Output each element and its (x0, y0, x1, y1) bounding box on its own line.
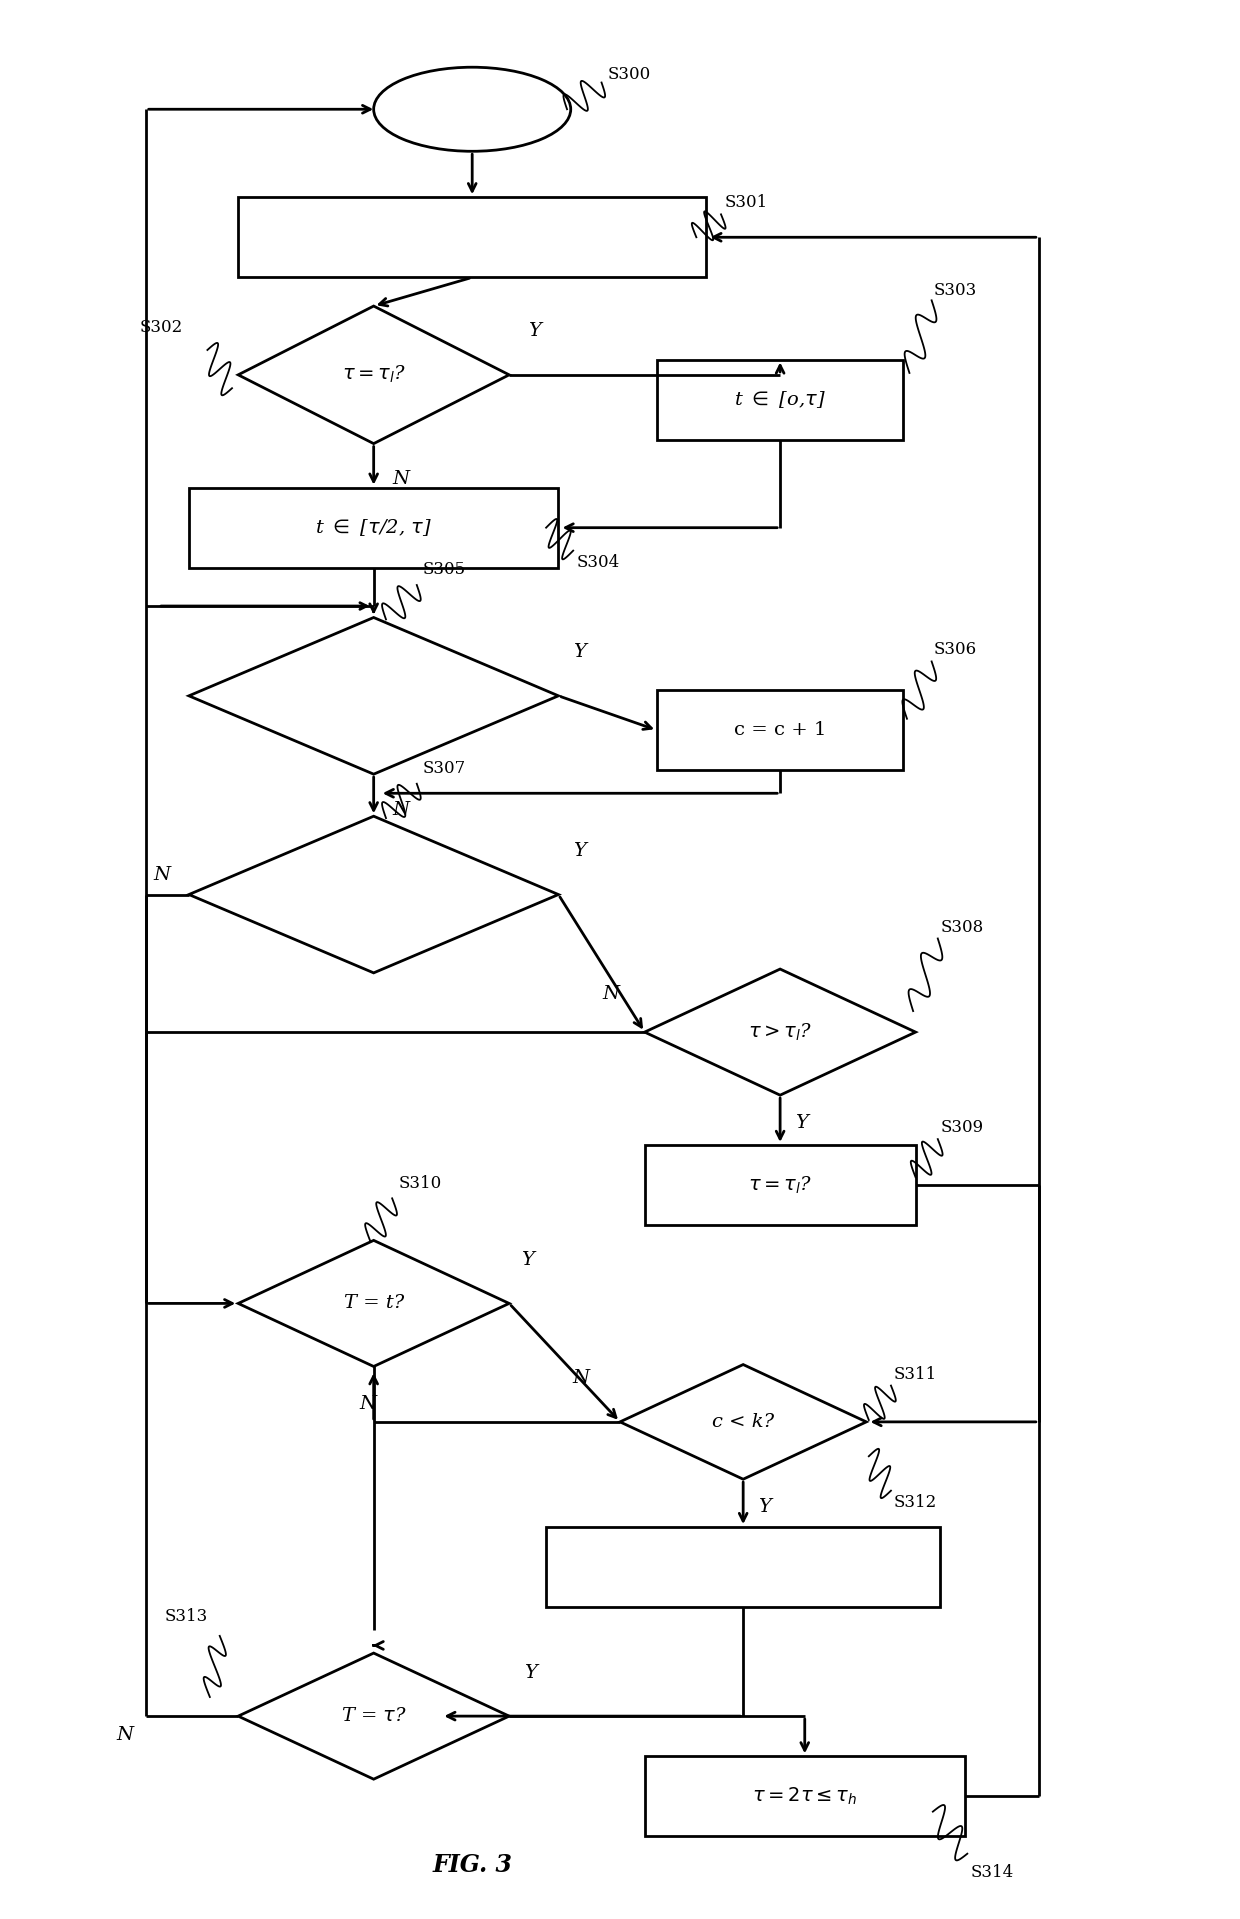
Text: Y: Y (522, 1251, 534, 1268)
Text: c = c + 1: c = c + 1 (734, 722, 826, 739)
Text: Y: Y (758, 1499, 771, 1516)
Text: S306: S306 (934, 641, 977, 658)
Text: N: N (603, 986, 620, 1004)
Text: N: N (358, 1395, 376, 1412)
Text: S313: S313 (164, 1608, 207, 1625)
Text: S304: S304 (577, 553, 620, 570)
Text: S309: S309 (940, 1119, 983, 1136)
Text: S303: S303 (934, 282, 977, 299)
Text: FIG. 3: FIG. 3 (433, 1854, 512, 1877)
Text: Y: Y (573, 842, 587, 860)
Text: $\tau = 2\tau \leq \tau_h$: $\tau = 2\tau \leq \tau_h$ (753, 1787, 857, 1808)
Text: N: N (572, 1370, 589, 1387)
Text: S312: S312 (894, 1493, 936, 1510)
Text: S307: S307 (423, 760, 466, 777)
Text: $\tau > \tau_l$?: $\tau > \tau_l$? (748, 1021, 812, 1042)
Text: S310: S310 (398, 1174, 441, 1192)
Text: Y: Y (525, 1664, 537, 1681)
Text: Y: Y (795, 1115, 807, 1132)
Text: N: N (154, 867, 170, 885)
Text: Y: Y (528, 322, 541, 340)
Text: t $\in$ [o,$\tau$]: t $\in$ [o,$\tau$] (734, 390, 826, 411)
Text: t $\in$ [$\tau$/2, $\tau$]: t $\in$ [$\tau$/2, $\tau$] (315, 518, 432, 537)
Text: Y: Y (573, 643, 587, 662)
Text: N: N (392, 800, 409, 819)
Text: $\tau = \tau_l$?: $\tau = \tau_l$? (341, 365, 405, 386)
Text: $\tau = \tau_l$?: $\tau = \tau_l$? (748, 1174, 812, 1196)
Text: S308: S308 (940, 919, 983, 936)
Text: N: N (392, 470, 409, 487)
Text: S314: S314 (971, 1863, 1014, 1881)
Text: c < k?: c < k? (712, 1412, 774, 1432)
Text: S301: S301 (724, 194, 768, 211)
Text: S311: S311 (894, 1366, 936, 1382)
Text: T = t?: T = t? (343, 1295, 404, 1313)
Text: T = $\tau$?: T = $\tau$? (341, 1708, 407, 1725)
Text: S305: S305 (423, 560, 466, 578)
Text: N: N (117, 1727, 134, 1744)
Text: S300: S300 (608, 67, 651, 83)
Text: S302: S302 (140, 319, 184, 336)
